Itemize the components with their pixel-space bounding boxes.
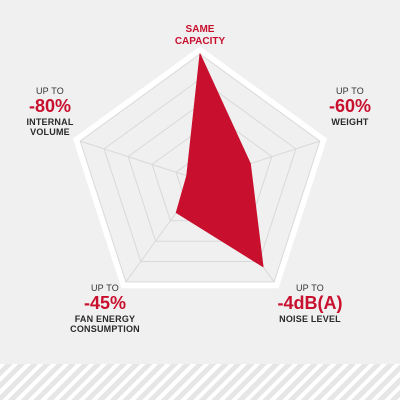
data-point-weight — [249, 163, 251, 165]
grid-ring-4 — [103, 78, 297, 262]
axis-prefix: UP TO — [295, 283, 324, 293]
data-point-noise — [262, 266, 264, 268]
axis-prefix: UP TO — [335, 86, 364, 96]
axis-value-label: -80% — [28, 96, 72, 117]
axis-name-line: FAN ENERGY — [74, 314, 136, 325]
axis-label-noise: UP TO -4dB(A) NOISE LEVEL — [255, 283, 365, 324]
axis-name-line: INTERNAL — [26, 117, 74, 128]
hatched-footer-band — [0, 364, 400, 400]
data-point-internal-volume — [186, 175, 188, 177]
axis-name-line: CAPACITY — [174, 35, 226, 47]
axis-name-line: WEIGHT — [331, 117, 369, 128]
data-point-capacity — [199, 53, 201, 55]
axis-name-line: NOISE LEVEL — [279, 314, 341, 325]
axis-name-line: SAME — [185, 24, 215, 35]
axis-prefix: UP TO — [35, 86, 64, 96]
axis-value-label: -4dB(A) — [277, 293, 343, 314]
axis-label-capacity: SAME CAPACITY — [140, 24, 260, 47]
axis-label-fan-energy: UP TO -45% FAN ENERGY CONSUMPTION — [55, 283, 155, 335]
axis-name-line: CONSUMPTION — [70, 324, 140, 335]
radar-data-area — [175, 53, 264, 268]
axis-prefix: UP TO — [90, 283, 119, 293]
grid-ring-3 — [127, 103, 273, 242]
axis-value-label: -60% — [328, 96, 372, 117]
axis-label-weight: UP TO -60% WEIGHT — [300, 86, 400, 127]
radar-data-points — [175, 53, 264, 268]
axis-name-line: VOLUME — [30, 127, 70, 138]
spoke-internal-volume — [80, 140, 201, 181]
axis-value-label: -45% — [83, 293, 127, 314]
data-point-fan-energy — [175, 212, 177, 214]
radar-outer-frame — [72, 46, 328, 289]
axis-label-internal-volume: UP TO -80% INTERNAL VOLUME — [0, 86, 100, 138]
grid-ring-5 — [79, 53, 321, 283]
